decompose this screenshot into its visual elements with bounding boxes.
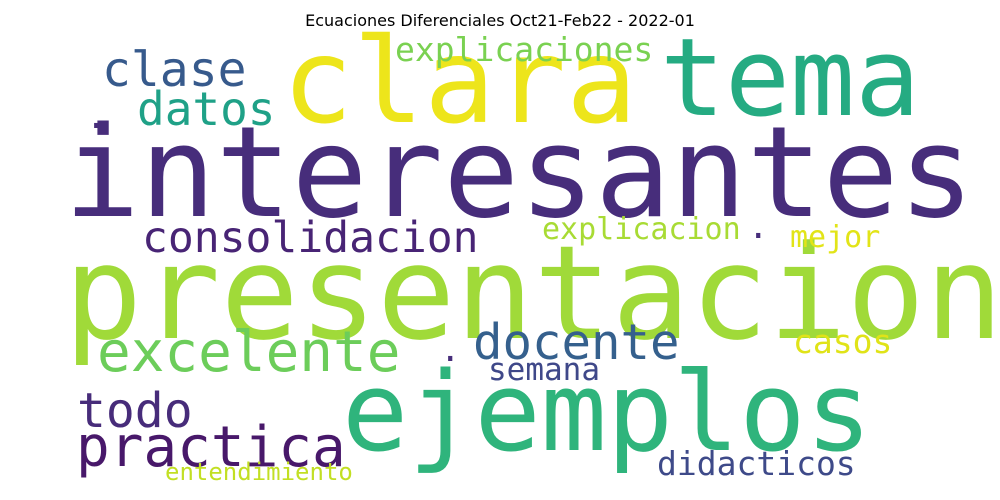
word-practica: practica	[76, 415, 346, 480]
chart-title: Ecuaciones Diferenciales Oct21-Feb22 - 2…	[305, 11, 695, 30]
word-casos: casos	[793, 322, 893, 361]
word-ejemplos: ejemplos	[342, 348, 872, 476]
word-tema: tema	[660, 16, 921, 141]
word-clara: clara	[282, 12, 638, 150]
dot-mark: .	[440, 330, 461, 370]
word-explicaciones: explicaciones	[395, 30, 654, 69]
word-todo: todo	[77, 383, 193, 439]
word-explicacion: explicacion	[542, 212, 741, 247]
word-mejor: mejor	[790, 220, 881, 255]
word-consolidacion: consolidacion	[142, 213, 479, 263]
word-presentacion: presentacion	[64, 217, 1000, 369]
word-clase: clase	[102, 42, 247, 98]
dot-mark: .	[86, 97, 107, 137]
word-docente: docente	[473, 314, 680, 371]
word-didacticos: didacticos	[657, 444, 856, 483]
word-datos: datos	[137, 82, 276, 136]
dot-mark: .	[748, 207, 769, 247]
word-entendimiento: entendimiento	[165, 458, 353, 486]
word-interesantes: interesantes	[64, 99, 975, 246]
word-excelente: excelente	[97, 320, 401, 385]
word-semana: semana	[488, 352, 600, 388]
